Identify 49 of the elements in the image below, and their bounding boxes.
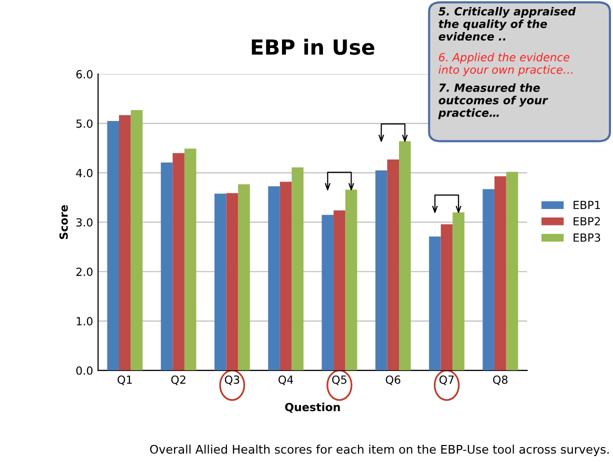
chart-title: EBP in Use bbox=[252, 38, 374, 55]
bar bbox=[322, 214, 334, 370]
bar bbox=[506, 172, 518, 370]
x-tick-label: Q4 bbox=[278, 375, 294, 386]
x-tick-label: Q1 bbox=[118, 375, 132, 386]
bar bbox=[214, 194, 226, 370]
bar bbox=[345, 190, 358, 370]
bar bbox=[398, 141, 411, 370]
bar bbox=[482, 189, 494, 370]
bar bbox=[429, 236, 441, 370]
x-tick-label: Q6 bbox=[386, 375, 400, 386]
bar bbox=[119, 115, 131, 370]
bar bbox=[184, 148, 196, 370]
y-tick-label: 4.0 bbox=[76, 168, 92, 178]
y-tick-label: 1.0 bbox=[76, 316, 92, 326]
y-tick-label: 0.0 bbox=[76, 366, 92, 375]
x-tick-label: Q5 bbox=[332, 375, 346, 386]
x-tick-label: Q3 bbox=[224, 375, 240, 386]
annotation: 7. Measured the outcomes of your practice… bbox=[438, 83, 548, 120]
legend-label: EBP3 bbox=[574, 233, 600, 242]
y-axis-title: Score bbox=[59, 205, 68, 240]
bar bbox=[238, 184, 250, 370]
x-axis-title: Question bbox=[285, 402, 340, 413]
y-tick-label: 6.0 bbox=[76, 70, 92, 78]
bar bbox=[494, 176, 506, 370]
bar bbox=[387, 160, 399, 370]
legend-label: EBP1 bbox=[574, 200, 600, 209]
x-tick-label: Q8 bbox=[493, 375, 508, 386]
bar bbox=[160, 162, 173, 370]
bar bbox=[440, 224, 453, 370]
bar bbox=[130, 110, 143, 370]
y-tick-label: 5.0 bbox=[76, 119, 92, 128]
bar bbox=[280, 182, 292, 370]
text: 5. Critically appraised the quality of the evidence .. bbox=[438, 6, 576, 41]
bar bbox=[268, 186, 280, 370]
text: Overall Allied Health scores for each item on the EBP-Use tool across surveys. bbox=[150, 444, 609, 456]
bar bbox=[375, 170, 388, 370]
y-tick-label: 3.0 bbox=[76, 218, 92, 227]
y-tick-label: 2.0 bbox=[76, 268, 92, 276]
bar bbox=[334, 210, 346, 370]
bar bbox=[292, 167, 304, 370]
annotation: 6. Applied the evidence into your own practice… bbox=[438, 52, 573, 76]
x-tick-label: Q2 bbox=[171, 375, 186, 386]
legend-label: EBP2 bbox=[574, 217, 600, 226]
x-tick-label: Q7 bbox=[439, 375, 454, 386]
bar bbox=[172, 153, 184, 370]
bar bbox=[452, 212, 464, 370]
bar bbox=[226, 193, 238, 370]
bar bbox=[107, 120, 119, 370]
